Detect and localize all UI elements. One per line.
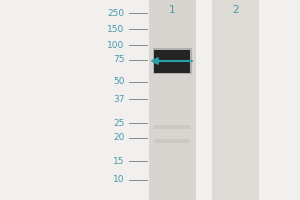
Text: 50: 50	[113, 77, 124, 86]
Bar	[154, 139, 190, 143]
Bar	[212, 0, 259, 200]
Text: 25: 25	[113, 118, 124, 128]
Text: 37: 37	[113, 95, 124, 104]
Text: 1: 1	[169, 5, 176, 15]
Bar	[153, 48, 192, 74]
Bar	[149, 0, 196, 200]
Text: 20: 20	[113, 134, 124, 142]
Text: 2: 2	[232, 5, 239, 15]
Text: 100: 100	[107, 40, 124, 49]
Bar	[154, 50, 190, 73]
Text: 75: 75	[113, 55, 124, 64]
Text: 10: 10	[113, 176, 124, 184]
Bar	[154, 125, 190, 129]
Text: 15: 15	[113, 156, 124, 166]
Text: 250: 250	[107, 8, 124, 18]
Text: 150: 150	[107, 24, 124, 33]
